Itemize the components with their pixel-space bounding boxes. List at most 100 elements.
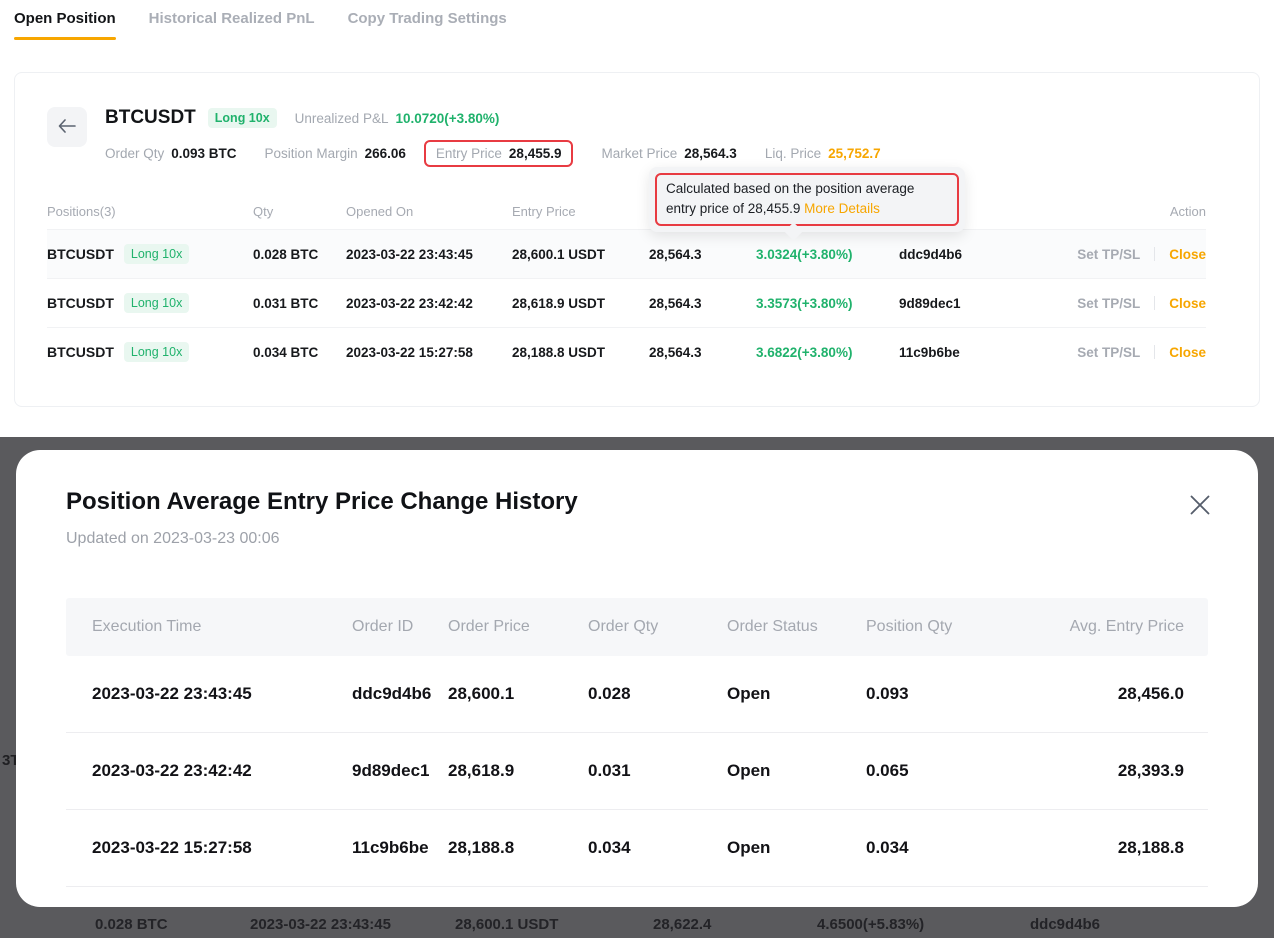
col-header-avg-entry-price: Avg. Entry Price [1069, 618, 1184, 635]
stat-value: 266.06 [364, 145, 406, 161]
background-cell: 2023-03-22 23:43:45 [250, 916, 391, 933]
tooltip-text: Calculated based on the position average… [666, 181, 915, 217]
action-divider [1154, 247, 1156, 261]
row-entry-price: 28,188.8 USDT [512, 344, 606, 360]
tab-copy-trading-settings[interactable]: Copy Trading Settings [348, 10, 507, 40]
active-tab-underline [14, 37, 116, 40]
row-unrealized-pnl: 3.3573(+3.80%) [756, 295, 853, 311]
tab-open-position[interactable]: Open Position [14, 10, 116, 40]
set-tpsl-button[interactable]: Set TP/SL [1077, 344, 1141, 360]
background-cell: 0.028 BTC [95, 916, 168, 933]
more-details-link[interactable]: More Details [804, 201, 880, 217]
positions-table-header: Positions(3) Qty Opened On Entry Price A… [47, 193, 1206, 229]
cell-order-qty: 0.028 [588, 684, 631, 703]
col-header-position-qty: Position Qty [866, 618, 953, 635]
back-button[interactable] [47, 107, 87, 147]
close-position-button[interactable]: Close [1169, 295, 1206, 311]
cell-avg-entry-price: 28,456.0 [1117, 684, 1184, 703]
position-card: BTCUSDT Long 10x Unrealized P&L 10.0720(… [14, 72, 1260, 407]
modal-title: Position Average Entry Price Change Hist… [66, 488, 578, 515]
cell-order-price: 28,188.8 [448, 838, 515, 857]
row-symbol: BTCUSDT [47, 246, 114, 262]
stat-market-price: Market Price 28,564.3 [601, 146, 736, 161]
row-qty: 0.031 BTC [253, 295, 319, 311]
background-cell: 28,600.1 USDT [455, 916, 559, 933]
tab-historical-realized-pnl[interactable]: Historical Realized PnL [149, 10, 315, 40]
cell-position-qty: 0.034 [866, 838, 909, 857]
row-opened-on: 2023-03-22 15:27:58 [346, 344, 473, 360]
stat-entry-price-highlighted[interactable]: Entry Price 28,455.9 [423, 139, 574, 167]
cell-execution-time: 2023-03-22 23:42:42 [92, 761, 252, 780]
cell-order-status: Open [727, 838, 771, 857]
position-header: BTCUSDT Long 10x Unrealized P&L 10.0720(… [105, 106, 909, 167]
back-arrow-icon [58, 118, 76, 136]
row-entry-price: 28,600.1 USDT [512, 246, 606, 262]
col-header-order-qty: Order Qty [588, 618, 659, 635]
cell-order-status: Open [727, 761, 771, 780]
set-tpsl-button[interactable]: Set TP/SL [1077, 246, 1141, 262]
row-qty: 0.034 BTC [253, 344, 319, 360]
row-entry-price: 28,618.9 USDT [512, 295, 606, 311]
position-symbol: BTCUSDT [105, 107, 196, 128]
stat-label: Market Price [601, 145, 678, 161]
row-market-price: 28,564.3 [649, 246, 702, 262]
cell-order-status: Open [727, 684, 771, 703]
cell-order-price: 28,600.1 [448, 684, 515, 703]
position-row: BTCUSDT Long 10x 0.031 BTC 2023-03-22 23… [47, 278, 1206, 327]
close-position-button[interactable]: Close [1169, 344, 1206, 360]
col-header-qty: Qty [253, 203, 274, 219]
background-cell: 28,622.4 [653, 916, 712, 933]
unrealized-pnl-value: 10.0720(+3.80%) [395, 110, 500, 126]
col-header-order-status: Order Status [727, 618, 818, 635]
cell-execution-time: 2023-03-22 23:43:45 [92, 684, 252, 703]
close-position-button[interactable]: Close [1169, 246, 1206, 262]
row-symbol: BTCUSDT [47, 295, 114, 311]
tooltip-highlight-box: Calculated based on the position average… [655, 173, 959, 226]
tab-bar: Open Position Historical Realized PnL Co… [14, 10, 540, 40]
position-row: BTCUSDT Long 10x 0.028 BTC 2023-03-22 23… [47, 229, 1206, 278]
stat-label: Liq. Price [764, 145, 822, 161]
background-cell: ddc9d4b6 [1030, 916, 1101, 933]
row-order-id: 11c9b6be [899, 344, 960, 360]
history-row: 2023-03-22 15:27:58 11c9b6be 28,188.8 0.… [66, 810, 1208, 887]
action-divider [1154, 345, 1156, 359]
entry-price-tooltip: Calculated based on the position average… [649, 167, 965, 241]
stat-value: 28,455.9 [508, 145, 562, 161]
row-unrealized-pnl: 3.0324(+3.80%) [756, 246, 853, 262]
unrealized-pnl-label: Unrealized P&L [294, 110, 389, 126]
col-header-order-id: Order ID [352, 618, 414, 635]
background-cell: 4.6500(+5.83%) [817, 916, 925, 933]
modal-close-button[interactable] [1186, 492, 1214, 520]
row-side-badge: Long 10x [123, 293, 190, 313]
row-market-price: 28,564.3 [649, 295, 702, 311]
col-header-positions: Positions(3) [47, 203, 116, 219]
position-row: BTCUSDT Long 10x 0.034 BTC 2023-03-22 15… [47, 327, 1206, 376]
col-header-execution-time: Execution Time [92, 618, 202, 635]
background-table-row: 0.028 BTC 2023-03-22 23:43:45 28,600.1 U… [0, 916, 1274, 938]
stat-position-margin: Position Margin 266.06 [265, 146, 406, 161]
position-stats: Order Qty 0.093 BTC Position Margin 266.… [105, 139, 909, 167]
cell-execution-time: 2023-03-22 15:27:58 [92, 838, 252, 857]
tab-label: Historical Realized PnL [148, 10, 315, 27]
history-row: 2023-03-22 23:42:42 9d89dec1 28,618.9 0.… [66, 733, 1208, 810]
row-opened-on: 2023-03-22 23:42:42 [346, 295, 473, 311]
tab-label: Copy Trading Settings [347, 10, 507, 27]
row-symbol: BTCUSDT [47, 344, 114, 360]
row-side-badge: Long 10x [123, 244, 190, 264]
cell-avg-entry-price: 28,393.9 [1117, 761, 1184, 780]
set-tpsl-button[interactable]: Set TP/SL [1077, 295, 1141, 311]
modal-updated-timestamp: Updated on 2023-03-23 00:06 [66, 530, 280, 547]
stat-label: Order Qty [105, 145, 165, 161]
row-side-badge: Long 10x [123, 342, 190, 362]
row-order-id: ddc9d4b6 [899, 246, 963, 262]
stat-liq-price: Liq. Price 25,752.7 [765, 146, 881, 161]
history-table-header: Execution Time Order ID Order Price Orde… [66, 598, 1208, 656]
cell-order-price: 28,618.9 [448, 761, 515, 780]
row-opened-on: 2023-03-22 23:43:45 [346, 246, 473, 262]
row-qty: 0.028 BTC [253, 246, 319, 262]
cell-order-qty: 0.031 [588, 761, 631, 780]
row-unrealized-pnl: 3.6822(+3.80%) [756, 344, 853, 360]
side-leverage-badge: Long 10x [207, 108, 277, 128]
background-text-fragment: 3T [2, 752, 20, 769]
